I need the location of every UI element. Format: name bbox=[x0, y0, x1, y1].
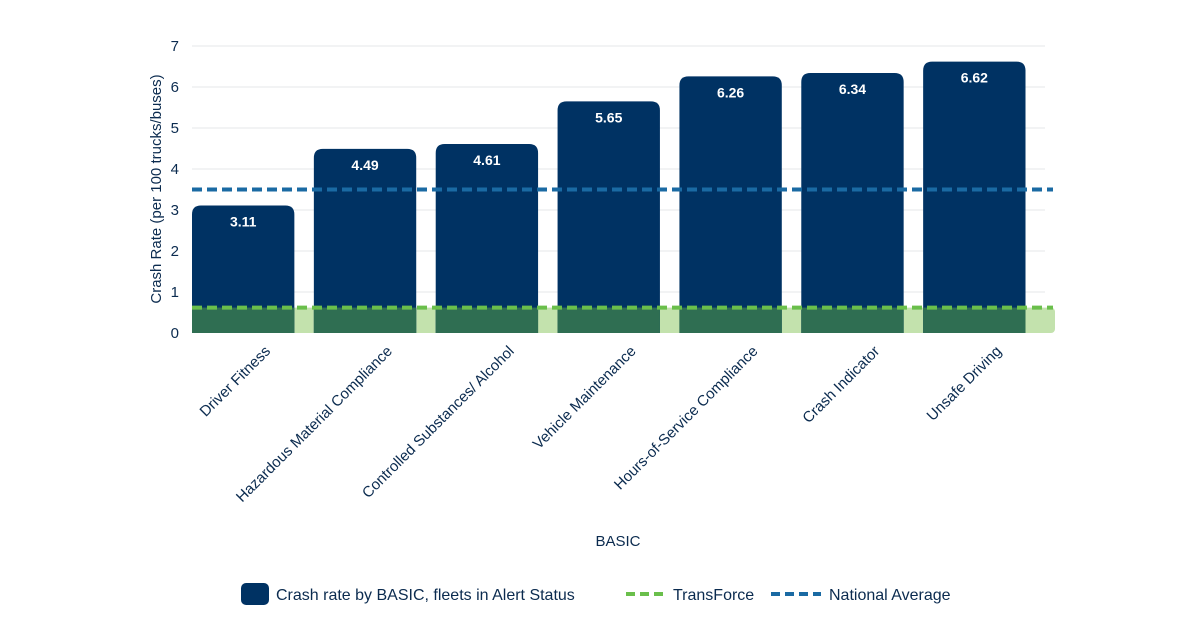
bar bbox=[923, 61, 1026, 333]
bar bbox=[801, 73, 904, 333]
bar-value-labels: 3.11 4.49 4.61 5.65 6.26 6.34 6.62 bbox=[230, 70, 988, 230]
bar-transforce-overlay bbox=[435, 307, 539, 333]
x-tick-label: Hours-of-Service Compliance bbox=[611, 343, 762, 494]
bar-value-label: 3.11 bbox=[230, 213, 257, 229]
legend-swatch-alert bbox=[241, 583, 269, 605]
bar bbox=[435, 143, 539, 333]
legend-label-transforce: TransForce bbox=[673, 587, 754, 604]
y-tick-label: 3 bbox=[171, 202, 179, 219]
bar-value-label: 5.65 bbox=[595, 109, 622, 125]
legend: Crash rate by BASIC, fleets in Alert Sta… bbox=[241, 583, 951, 605]
x-tick-label: Vehicle Maintenance bbox=[530, 343, 640, 453]
y-axis-title: Crash Rate (per 100 trucks/buses) bbox=[148, 74, 165, 303]
bar bbox=[557, 101, 660, 333]
bar-transforce-overlay bbox=[679, 307, 782, 333]
transforce-overlay bbox=[192, 307, 1026, 333]
bar-transforce-overlay bbox=[192, 307, 295, 333]
y-tick-label: 0 bbox=[171, 325, 179, 342]
legend-label-national-average: National Average bbox=[829, 587, 951, 604]
bar-transforce-overlay bbox=[801, 307, 904, 333]
x-tick-label: Unsafe Driving bbox=[924, 343, 1006, 425]
bar bbox=[313, 148, 417, 333]
x-axis-title: BASIC bbox=[595, 533, 640, 550]
y-axis-ticks: 0 1 2 3 4 5 6 7 bbox=[171, 38, 179, 342]
bar-value-label: 6.62 bbox=[961, 70, 988, 86]
y-tick-label: 2 bbox=[171, 243, 179, 260]
y-tick-label: 5 bbox=[171, 120, 179, 137]
bar-transforce-overlay bbox=[557, 307, 660, 333]
bars bbox=[192, 61, 1026, 333]
x-tick-label: Driver Fitness bbox=[197, 343, 274, 420]
bar-value-label: 4.49 bbox=[351, 157, 378, 173]
reference-lines bbox=[192, 187, 1053, 310]
y-tick-label: 4 bbox=[171, 161, 179, 178]
legend-label-alert: Crash rate by BASIC, fleets in Alert Sta… bbox=[276, 587, 575, 604]
bar-transforce-overlay bbox=[923, 307, 1026, 333]
y-tick-label: 6 bbox=[171, 79, 179, 96]
bar-value-label: 6.34 bbox=[839, 81, 866, 97]
bar-transforce-overlay bbox=[313, 307, 417, 333]
bar-value-label: 6.26 bbox=[717, 84, 744, 100]
x-tick-label: Crash Indicator bbox=[799, 343, 883, 427]
bar bbox=[679, 76, 782, 333]
bar-value-label: 4.61 bbox=[473, 152, 500, 168]
y-tick-label: 1 bbox=[171, 284, 179, 301]
bar bbox=[192, 205, 295, 333]
y-tick-label: 7 bbox=[171, 38, 179, 55]
